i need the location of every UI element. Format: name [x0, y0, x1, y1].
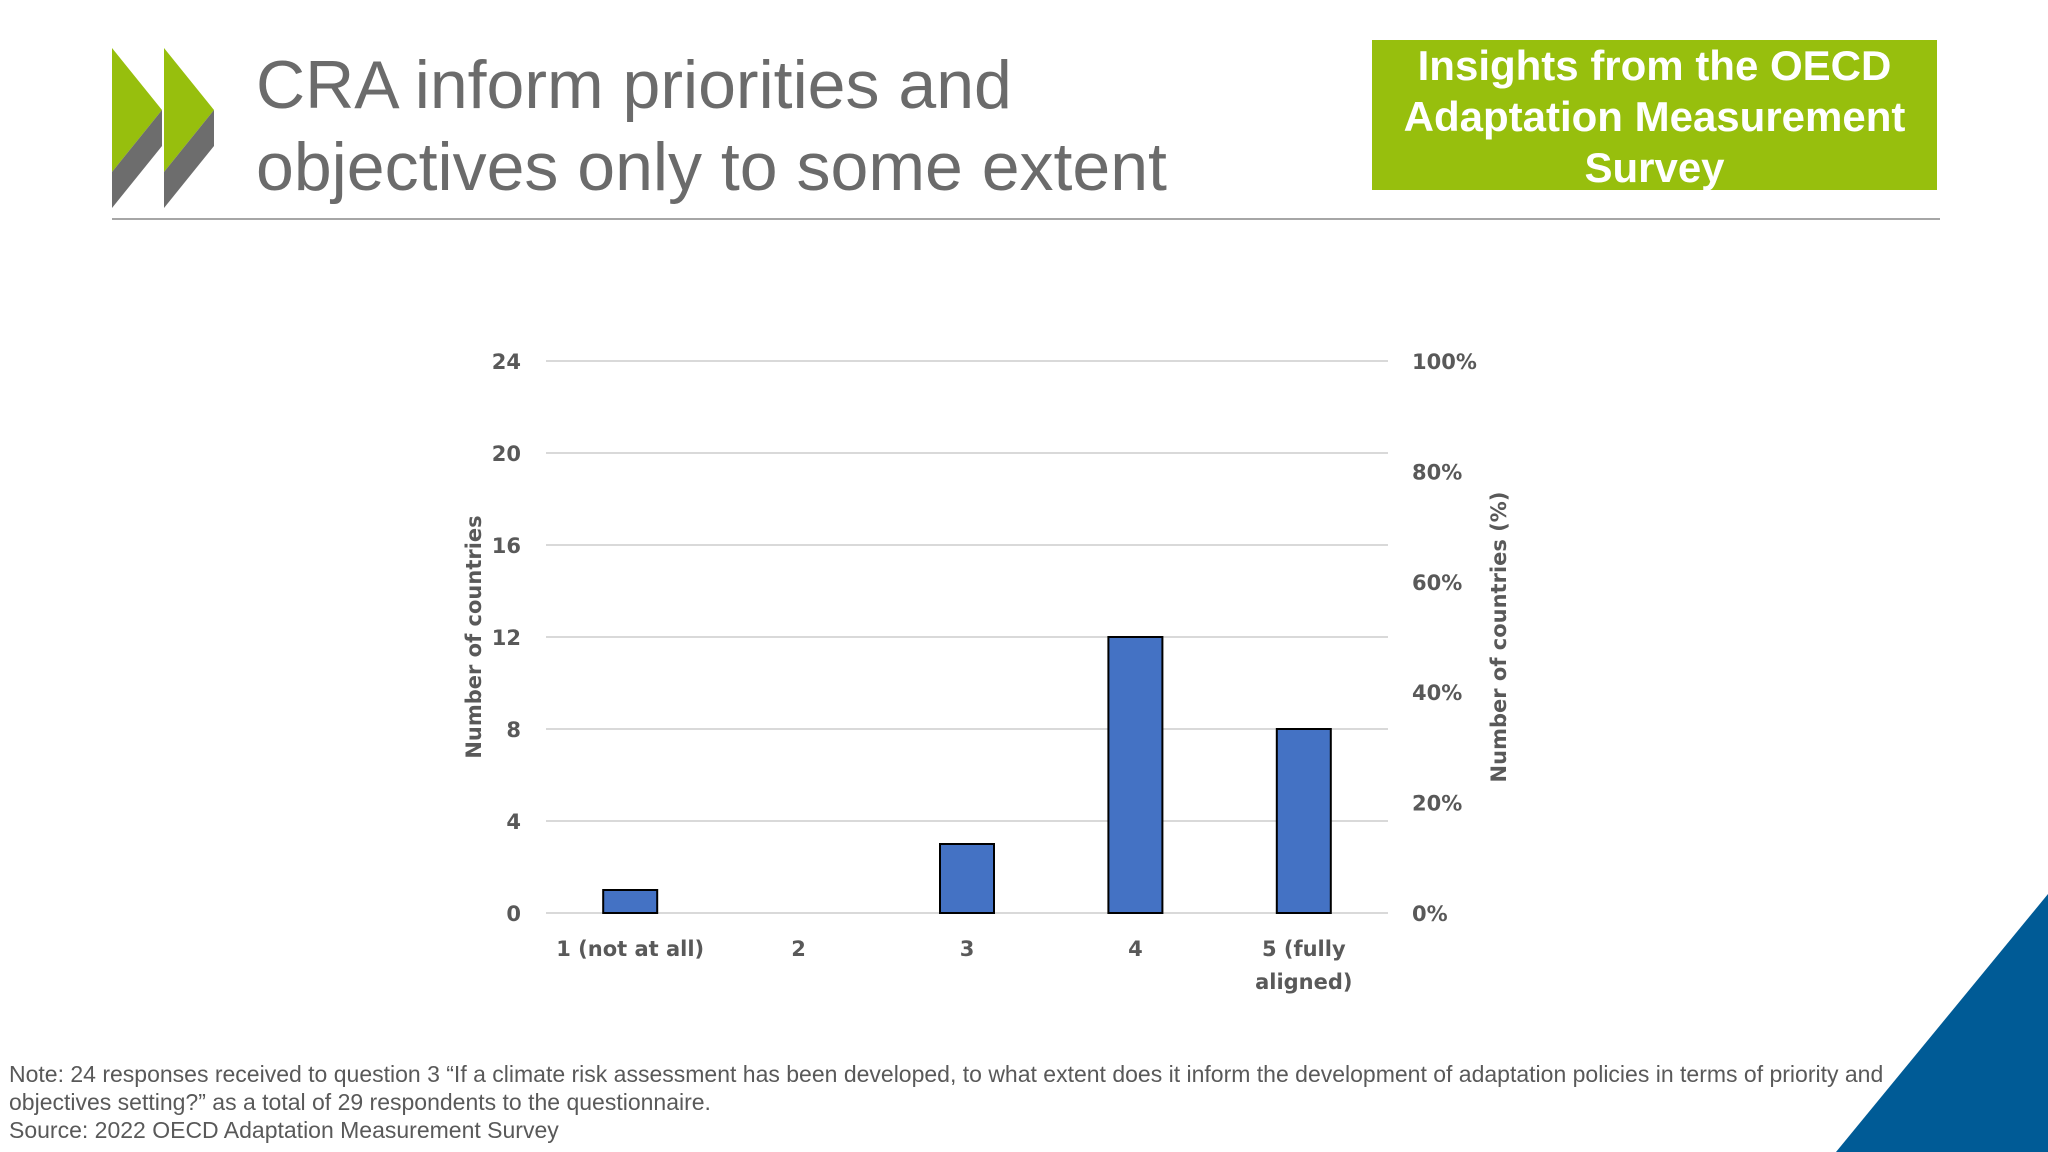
title-divider — [112, 218, 1940, 220]
y2-tick-label: 80% — [1412, 460, 1462, 484]
source-note: Note: 24 responses received to question … — [9, 1060, 1909, 1144]
slide-title-line-1: CRA inform priorities and — [256, 47, 1012, 123]
y-tick-label: 20 — [492, 442, 521, 466]
x-tick-label: aligned) — [1255, 970, 1352, 994]
x-tick-label: 4 — [1128, 937, 1143, 961]
y2-tick-label: 100% — [1412, 350, 1477, 374]
oecd-logo — [112, 48, 214, 208]
x-tick-label: 5 (fully — [1262, 937, 1346, 961]
logo-chevron-green-left — [112, 48, 162, 172]
logo-chevron-green-right — [164, 48, 214, 172]
survey-badge: Insights from the OECD Adaptation Measur… — [1372, 40, 1937, 190]
gridlines — [546, 360, 1388, 914]
note-line-2: objectives setting?” as a total of 29 re… — [9, 1089, 711, 1115]
x-tick-label: 3 — [960, 937, 975, 961]
y-tick-label: 12 — [492, 626, 521, 650]
y-tick-label: 0 — [506, 902, 521, 926]
x-axis-ticks: 1 (not at all) 2 3 4 5 (fully aligned) — [556, 937, 1352, 994]
y-axis-label: Number of countries — [462, 515, 486, 758]
slide-title: CRA inform priorities and objectives onl… — [256, 44, 1256, 208]
y2-axis-label: Number of countries (%) — [1487, 492, 1511, 783]
y-tick-label: 24 — [492, 350, 521, 374]
logo-chevron-grey-left — [112, 110, 162, 208]
y2-tick-label: 40% — [1412, 681, 1462, 705]
y2-tick-label: 20% — [1412, 792, 1462, 816]
bars — [602, 636, 1332, 914]
bar — [1107, 636, 1164, 914]
survey-badge-line-3: Survey — [1584, 144, 1725, 190]
bar — [1275, 728, 1332, 914]
note-line-1: Note: 24 responses received to question … — [9, 1061, 1884, 1087]
survey-badge-line-1: Insights from the OECD — [1417, 42, 1892, 89]
survey-badge-line-2: Adaptation Measurement — [1403, 93, 1906, 140]
logo-chevron-grey-right — [164, 110, 214, 208]
bar — [602, 889, 659, 914]
y-axis-ticks: 0 4 8 12 16 20 24 — [492, 350, 521, 926]
y2-axis-ticks: 0% 20% 40% 60% 80% 100% — [1412, 350, 1477, 926]
slide-title-line-2: objectives only to some extent — [256, 129, 1167, 205]
source-line: Source: 2022 OECD Adaptation Measurement… — [9, 1117, 559, 1143]
y-tick-label: 16 — [492, 534, 521, 558]
y-tick-label: 8 — [506, 718, 521, 742]
x-tick-label: 2 — [791, 937, 806, 961]
bar — [939, 843, 995, 914]
y2-tick-label: 0% — [1412, 902, 1448, 926]
y2-tick-label: 60% — [1412, 571, 1462, 595]
x-tick-label: 1 (not at all) — [556, 937, 704, 961]
y-tick-label: 4 — [506, 810, 521, 834]
